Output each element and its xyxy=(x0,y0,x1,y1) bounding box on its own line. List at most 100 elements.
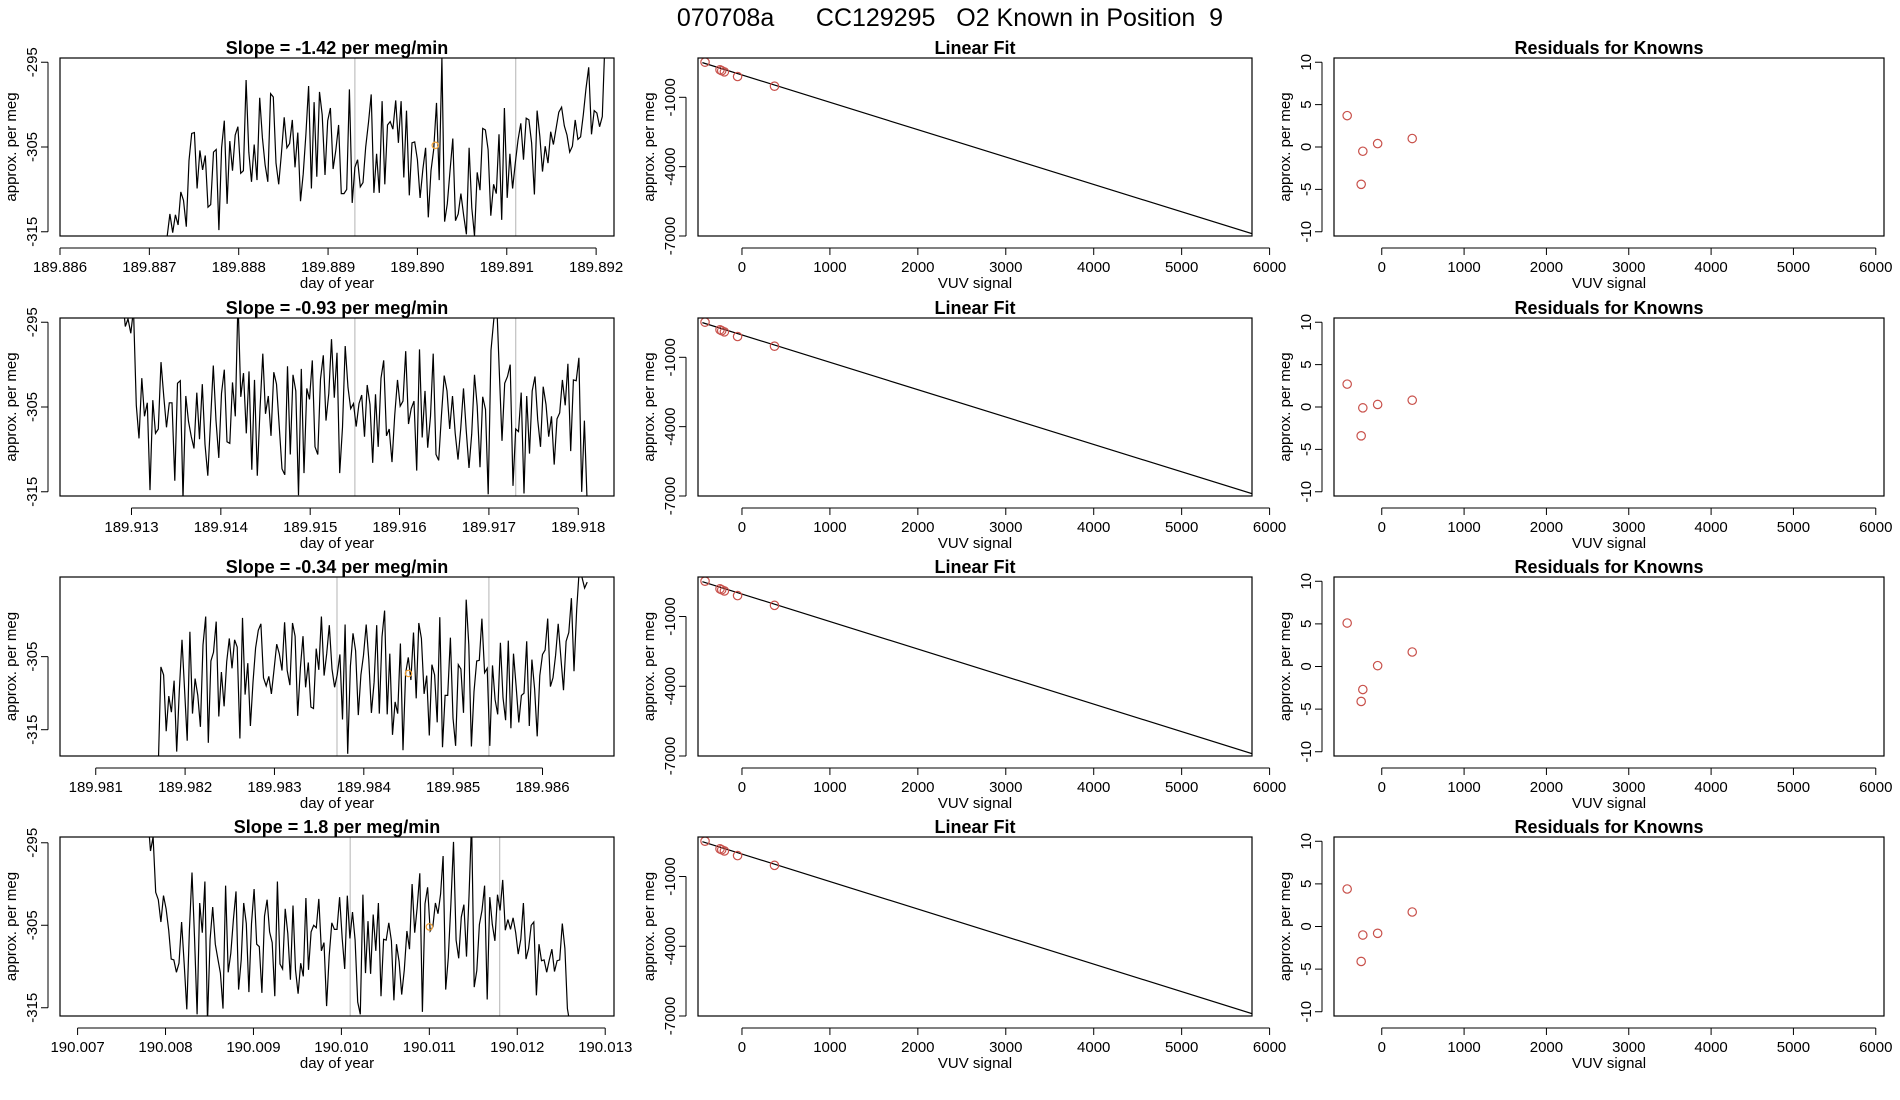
page-title: 070708a CC129295 O2 Known in Position 9 xyxy=(676,4,1224,32)
y-axis-label: approx. per meg xyxy=(3,92,20,201)
chart-timeseries-row3: Slope = 1.8 per meg/min 190.007 190.008 190… xyxy=(3,817,632,1072)
y-tick-label: -10 xyxy=(1298,741,1315,763)
plot-frame xyxy=(697,57,1253,237)
x-tick-label: 4000 xyxy=(1077,519,1110,536)
y-tick-label: 5 xyxy=(1298,880,1315,888)
x-tick-label: 190.007 xyxy=(50,1039,104,1056)
y-tick-label: -295 xyxy=(24,47,41,77)
x-tick-label: 4000 xyxy=(1077,1039,1110,1056)
chart-linearfit-row3: Linear Fit 0 1000 2000 3000 4000 5000 6000 VUV s… xyxy=(641,817,1286,1072)
x-tick-label: 189.981 xyxy=(69,779,123,796)
data-point xyxy=(732,331,743,342)
x-tick-label: 2000 xyxy=(901,779,934,796)
x-tick-label: 2000 xyxy=(901,259,934,276)
x-tick-label: 5000 xyxy=(1165,1039,1198,1056)
x-tick-label: 190.011 xyxy=(403,1039,456,1056)
data-point xyxy=(700,58,710,67)
x-axis-label: day of year xyxy=(300,535,374,552)
plot-data xyxy=(1342,110,1418,190)
y-tick-label: -5 xyxy=(1298,962,1315,975)
data-point xyxy=(1356,956,1366,967)
y-tick-label: -10 xyxy=(1298,221,1315,243)
x-tick-label: 3000 xyxy=(989,259,1022,276)
y-tick-label: -305 xyxy=(24,910,41,940)
x-tick-label: 189.985 xyxy=(426,779,480,796)
data-point xyxy=(715,324,725,335)
x-tick-label: 4000 xyxy=(1694,519,1727,536)
x-tick-label: 2000 xyxy=(901,519,934,536)
y-axis-label: approx. per meg xyxy=(641,872,658,981)
data-point xyxy=(1356,179,1366,190)
x-tick-label: 2000 xyxy=(1530,1039,1563,1056)
x-axis-label: VUV signal xyxy=(1572,275,1646,292)
x-tick-label: 189.886 xyxy=(33,259,87,276)
chart-residuals-row2: Residuals for Knowns 0 1000 2000 3000 4000 500… xyxy=(1277,557,1892,812)
data-point xyxy=(769,341,780,352)
x-axis-label: day of year xyxy=(300,1055,374,1072)
y-tick-label: 0 xyxy=(1298,922,1315,930)
y-tick-label: -315 xyxy=(24,993,41,1023)
plot-frame xyxy=(1333,576,1885,757)
y-tick-label: -5 xyxy=(1298,702,1315,715)
x-tick-label: 4000 xyxy=(1077,259,1110,276)
x-axis-label: VUV signal xyxy=(938,1055,1012,1072)
y-tick-label: -1000 xyxy=(662,857,679,895)
plot-frame xyxy=(1333,57,1885,237)
plot-data xyxy=(700,58,1252,235)
x-tick-label: 3000 xyxy=(1612,259,1645,276)
x-tick-label: 0 xyxy=(738,779,746,796)
data-point xyxy=(719,327,730,337)
plot-data xyxy=(700,837,1252,1015)
x-tick-label: 1000 xyxy=(813,259,846,276)
x-tick-label: 5000 xyxy=(1165,519,1198,536)
chart-timeseries-row1: Slope = -0.93 per meg/min 189.913 189.914 1… xyxy=(3,298,615,552)
data-point xyxy=(1372,660,1383,671)
y-axis-label: approx. per meg xyxy=(641,92,658,201)
y-tick-label: -1000 xyxy=(662,78,679,116)
chart-title: Slope = 1.8 per meg/min xyxy=(234,817,441,837)
plot-frame xyxy=(697,576,1253,757)
data-point xyxy=(1407,907,1418,917)
x-axis-label: VUV signal xyxy=(938,795,1012,812)
chart-timeseries-row2: Slope = -0.34 per meg/min 189.981 189.982 1… xyxy=(3,557,615,812)
y-axis-label: approx. per meg xyxy=(641,612,658,721)
x-tick-label: 0 xyxy=(738,259,746,276)
data-point xyxy=(1342,110,1352,121)
x-tick-label: 189.892 xyxy=(569,259,623,276)
chart-title: Residuals for Knowns xyxy=(1514,298,1703,318)
plot-data xyxy=(148,837,570,1016)
x-tick-label: 189.888 xyxy=(212,259,266,276)
x-tick-label: 6000 xyxy=(1859,519,1892,536)
fit-line xyxy=(702,581,1252,755)
y-tick-label: -315 xyxy=(24,715,41,745)
x-tick-label: 190.013 xyxy=(578,1039,632,1056)
data-point xyxy=(1358,930,1368,940)
series-line xyxy=(148,837,570,1016)
x-tick-label: 1000 xyxy=(813,519,846,536)
y-axis-label: approx. per meg xyxy=(1277,92,1294,201)
chart-title: Residuals for Knowns xyxy=(1514,817,1703,837)
data-point xyxy=(769,600,780,611)
data-point xyxy=(732,850,743,861)
plot-data xyxy=(166,58,605,236)
x-tick-label: 3000 xyxy=(989,779,1022,796)
x-axis-label: VUV signal xyxy=(938,535,1012,552)
x-tick-label: 5000 xyxy=(1777,259,1810,276)
y-tick-label: 0 xyxy=(1298,143,1315,151)
x-tick-label: 3000 xyxy=(989,519,1022,536)
chart-title: Slope = -0.93 per meg/min xyxy=(226,298,449,318)
chart-title: Residuals for Knowns xyxy=(1514,557,1703,577)
x-tick-label: 189.916 xyxy=(372,519,426,536)
chart-residuals-row3: Residuals for Knowns 0 1000 2000 3000 4000 500… xyxy=(1277,817,1892,1072)
data-point xyxy=(1407,395,1418,406)
x-tick-label: 1000 xyxy=(1447,519,1480,536)
chart-title: Linear Fit xyxy=(934,557,1015,577)
data-point xyxy=(700,837,710,846)
plot-data xyxy=(1342,618,1418,707)
x-tick-label: 2000 xyxy=(901,1039,934,1056)
series-line xyxy=(123,318,588,496)
plot-frame xyxy=(697,317,1253,497)
data-point xyxy=(1356,431,1366,441)
y-tick-label: -10 xyxy=(1298,481,1315,503)
y-tick-label: -305 xyxy=(24,642,41,672)
